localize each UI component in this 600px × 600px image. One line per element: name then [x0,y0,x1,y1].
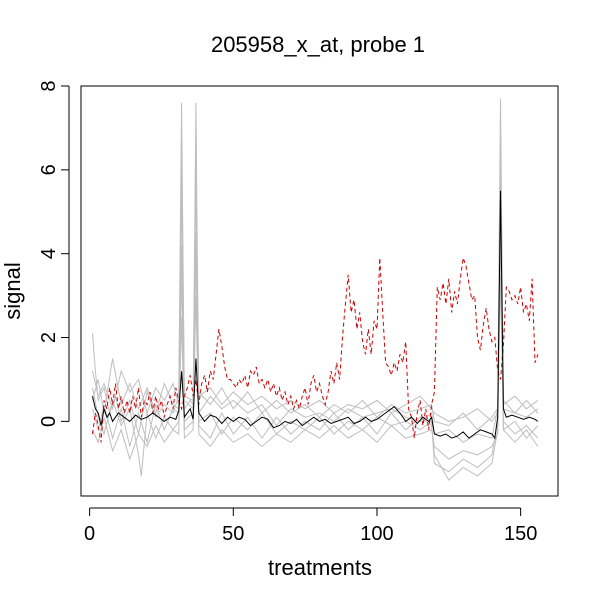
background-series-line-2 [92,148,539,473]
plot-frame [80,85,559,497]
x-axis-label: treatments [268,555,372,580]
highlight-series-line [92,257,539,443]
main-series-group [92,190,539,443]
chart-title: 205958_x_at, probe 1 [211,32,425,57]
background-series-line-3 [92,232,539,481]
y-tick-label: 2 [38,332,60,343]
background-series-line-4 [92,136,539,431]
background-series-line-5 [92,274,539,461]
y-tick-label: 6 [38,164,60,175]
probe-series-line [92,190,539,440]
background-series-line-1 [92,98,539,443]
y-tick-label: 0 [38,416,60,427]
y-tick-label: 4 [38,248,60,259]
y-axis-label: signal [0,262,25,319]
x-tick-label: 0 [84,523,95,545]
background-series-line-6 [92,211,539,423]
y-axis: 0 2 4 6 8 [38,80,70,427]
y-tick-label: 8 [38,80,60,91]
x-axis: 0 50 100 150 [84,507,537,545]
x-tick-label: 100 [360,523,393,545]
x-tick-label: 50 [222,523,244,545]
background-series-group [92,98,539,481]
x-tick-label: 150 [504,523,537,545]
